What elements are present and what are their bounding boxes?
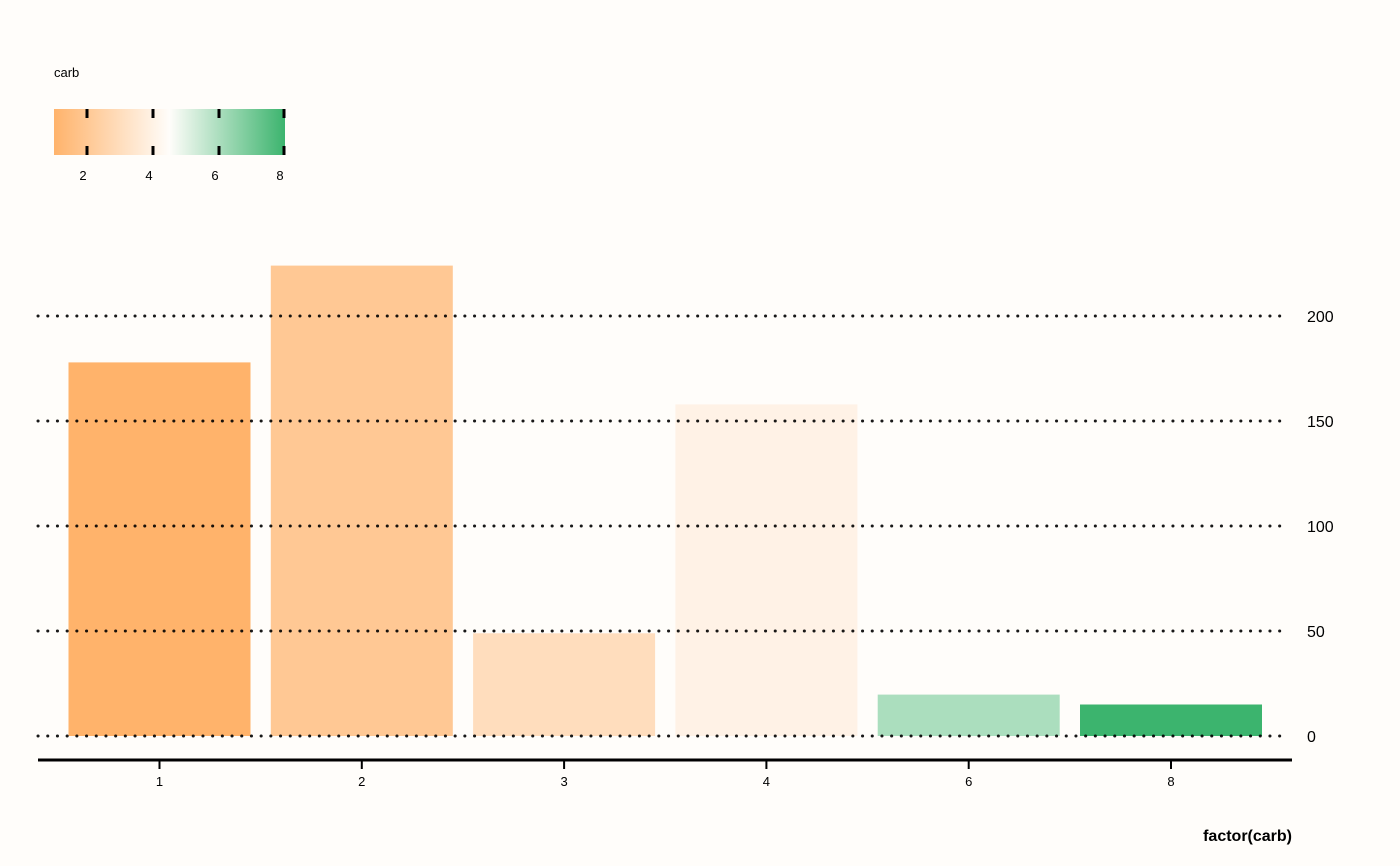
x-tick-label-3: 3	[560, 774, 567, 789]
y-tick-label-0: 0	[1307, 729, 1316, 746]
x-axis: 1 2 3 4 6 8	[38, 758, 1292, 789]
legend-tick-label-2: 2	[79, 168, 86, 183]
y-tick-label-100: 100	[1307, 519, 1334, 536]
bar-2	[270, 265, 453, 736]
bars	[68, 265, 1262, 736]
legend-tick-label-8: 8	[276, 168, 283, 183]
bar-4	[675, 404, 858, 736]
gridlines	[36, 314, 1287, 738]
x-tick-label-8: 8	[1167, 774, 1174, 789]
x-tick-label-2: 2	[358, 774, 365, 789]
x-tick-label-4: 4	[763, 774, 770, 789]
bar-1	[68, 362, 251, 736]
legend: carb 2 4 6 8	[54, 65, 286, 183]
x-tick-label-6: 6	[965, 774, 972, 789]
y-tick-label-150: 150	[1307, 414, 1334, 431]
bar-8	[1080, 704, 1262, 736]
legend-colorbar	[54, 109, 285, 155]
x-axis-label: factor(carb)	[1203, 828, 1292, 845]
x-tick-label-1: 1	[156, 774, 163, 789]
legend-title: carb	[54, 65, 79, 80]
y-axis: 0 50 100 150 200	[1307, 309, 1334, 746]
legend-tick-label-6: 6	[211, 168, 218, 183]
legend-ticks: 2 4 6 8	[79, 109, 286, 183]
bar-6	[877, 694, 1060, 736]
bar-3	[473, 633, 656, 736]
y-tick-label-50: 50	[1307, 624, 1325, 641]
legend-tick-label-4: 4	[145, 168, 152, 183]
y-tick-label-200: 200	[1307, 309, 1334, 326]
